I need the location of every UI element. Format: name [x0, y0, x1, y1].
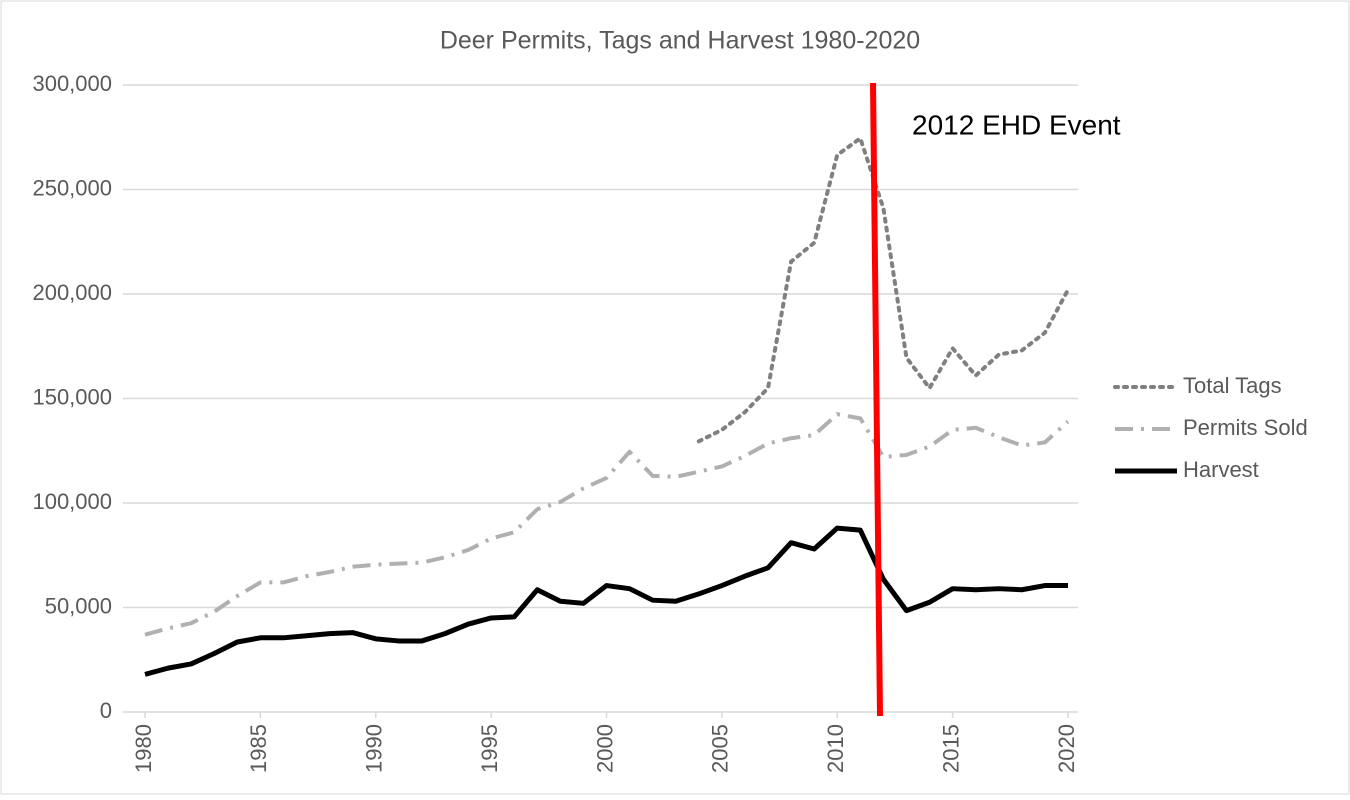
series-line	[144, 525, 1068, 677]
series-line	[696, 136, 1070, 444]
y-tick-label: 150,000	[32, 384, 112, 409]
y-tick-label: 300,000	[32, 71, 112, 96]
series-line	[144, 412, 1070, 637]
y-tick-label: 100,000	[32, 489, 112, 514]
x-tick-label: 2000	[592, 724, 617, 773]
y-tick-label: 0	[100, 698, 112, 723]
chart-title: Deer Permits, Tags and Harvest 1980-2020	[440, 27, 920, 55]
legend-label: Permits Sold	[1183, 415, 1308, 440]
x-tick-label: 2010	[823, 724, 848, 773]
x-tick-label: 1985	[246, 724, 271, 773]
y-tick-label: 250,000	[32, 175, 112, 200]
annotation-line	[870, 82, 883, 717]
x-tick-label: 1980	[131, 724, 156, 773]
y-tick-label: 200,000	[32, 280, 112, 305]
legend-label: Harvest	[1183, 457, 1259, 482]
x-tick-label: 2020	[1054, 724, 1079, 773]
annotation: 2012 EHD Event	[912, 109, 1121, 140]
legend-label: Total Tags	[1183, 373, 1282, 398]
x-tick-label: 1995	[477, 724, 502, 773]
x-tick-label: 2015	[938, 724, 963, 773]
y-tick-label: 50,000	[45, 593, 112, 618]
x-tick-label: 1990	[362, 724, 387, 773]
x-tick-label: 2005	[708, 724, 733, 773]
